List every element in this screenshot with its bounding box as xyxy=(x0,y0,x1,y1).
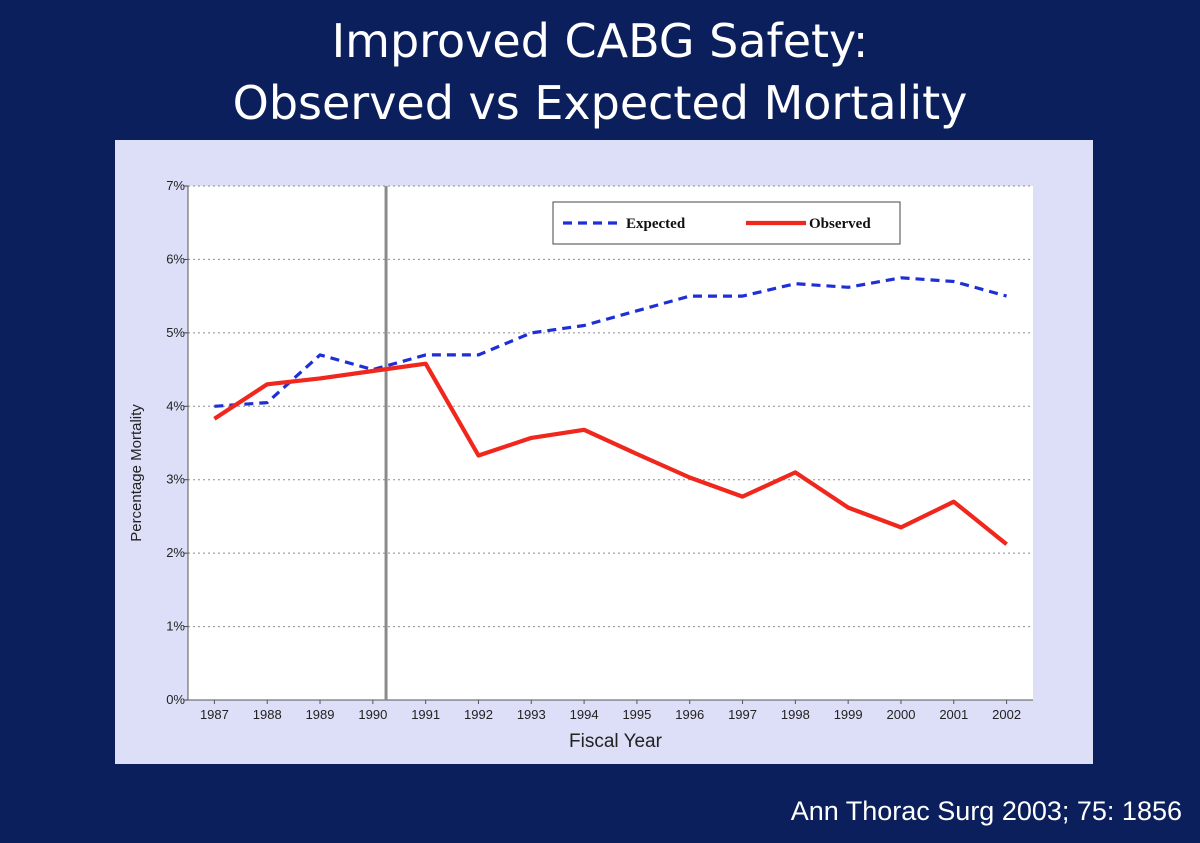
x-tick-label: 1993 xyxy=(517,707,546,722)
data-point-observed xyxy=(476,453,480,457)
x-tick-label: 1989 xyxy=(306,707,335,722)
data-point-expected xyxy=(1005,294,1009,298)
y-tick-label: 4% xyxy=(166,398,185,413)
data-point-observed xyxy=(371,369,375,373)
x-tick-label: 2001 xyxy=(939,707,968,722)
y-tick-label: 5% xyxy=(166,325,185,340)
x-tick-label: 1999 xyxy=(834,707,863,722)
y-tick-label: 1% xyxy=(166,619,185,634)
data-point-observed xyxy=(1005,542,1009,546)
data-point-observed xyxy=(793,470,797,474)
data-point-expected xyxy=(741,294,745,298)
data-point-observed xyxy=(265,382,269,386)
data-point-expected xyxy=(529,331,533,335)
chart-panel: 0% 1% 2% 3% 4% 5% 6% 7% 1987 1988 1989 1990 1991 1992… xyxy=(115,140,1093,764)
series-line-expected xyxy=(214,276,1008,408)
data-point-expected xyxy=(952,279,956,283)
x-tick-label: 1998 xyxy=(781,707,810,722)
data-point-expected xyxy=(635,309,639,313)
data-point-expected xyxy=(318,353,322,357)
mortality-line-chart: 0% 1% 2% 3% 4% 5% 6% 7% 1987 1988 1989 1990 1991 1992… xyxy=(128,178,1033,752)
slide-title: Improved CABG Safety: Observed vs Expect… xyxy=(0,10,1200,134)
x-tick-label: 2000 xyxy=(887,707,916,722)
y-tick-label: 7% xyxy=(166,178,185,193)
data-point-expected xyxy=(899,276,903,280)
data-point-expected xyxy=(846,285,850,289)
x-tick-label: 1992 xyxy=(464,707,493,722)
data-point-expected xyxy=(212,404,216,408)
x-axis-label: Fiscal Year xyxy=(569,731,663,752)
slide-title-line-1: Improved CABG Safety: xyxy=(331,14,869,68)
x-tick-label: 1996 xyxy=(675,707,704,722)
series-line-observed xyxy=(213,361,1008,546)
data-point-expected xyxy=(424,353,428,357)
data-point-expected xyxy=(688,294,692,298)
data-point-observed xyxy=(741,495,745,499)
data-point-observed xyxy=(635,452,639,456)
y-tick-label: 2% xyxy=(166,545,185,560)
data-point-expected xyxy=(265,401,269,405)
data-point-observed xyxy=(688,476,692,480)
x-tick-label: 1997 xyxy=(728,707,757,722)
data-point-observed xyxy=(318,376,322,380)
legend-label-observed: Observed xyxy=(809,216,871,232)
data-point-observed xyxy=(846,506,850,510)
x-tick-label: 1994 xyxy=(570,707,599,722)
x-tick-label: 2002 xyxy=(992,707,1021,722)
data-point-observed xyxy=(212,417,216,421)
data-point-expected xyxy=(582,324,586,328)
data-point-expected xyxy=(476,353,480,357)
citation: Ann Thorac Surg 2003; 75: 1856 xyxy=(790,796,1182,826)
x-tick-label: 1990 xyxy=(358,707,387,722)
y-tick-label: 0% xyxy=(166,692,185,707)
y-tick-label: 3% xyxy=(166,472,185,487)
slide-title-line-2: Observed vs Expected Mortality xyxy=(232,76,968,130)
data-point-observed xyxy=(424,362,428,366)
x-tick-label: 1987 xyxy=(200,707,229,722)
data-point-expected xyxy=(793,282,797,286)
data-point-observed xyxy=(582,428,586,432)
y-tick-label: 6% xyxy=(166,251,185,266)
data-point-observed xyxy=(952,500,956,504)
x-tick-label: 1995 xyxy=(622,707,651,722)
data-point-observed xyxy=(899,525,903,529)
y-axis-label: Percentage Mortality xyxy=(128,404,145,542)
data-point-observed xyxy=(529,436,533,440)
x-tick-label: 1991 xyxy=(411,707,440,722)
x-tick-label: 1988 xyxy=(253,707,282,722)
legend-label-expected: Expected xyxy=(626,216,686,232)
